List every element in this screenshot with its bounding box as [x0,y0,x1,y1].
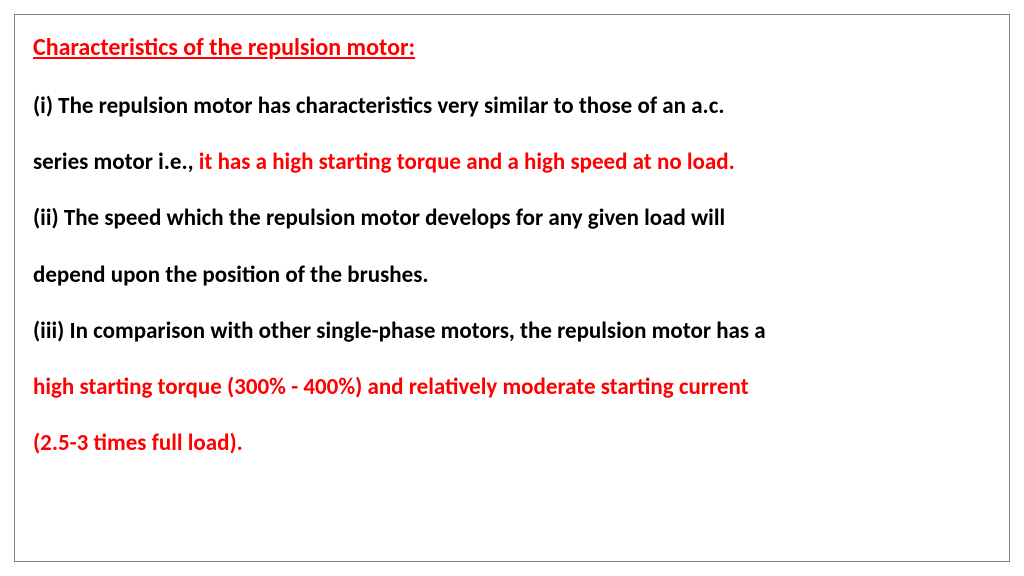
point-3-line-3: (2.5-3 times full load). [33,427,991,459]
point-1-line-2: series motor i.e., it has a high startin… [33,146,991,178]
slide-frame: Characteristics of the repulsion motor: … [14,14,1010,562]
point-3-line-1: (iii) In comparison with other single-ph… [33,315,991,347]
point-2-line-2: depend upon the position of the brushes. [33,259,991,291]
point-2-line-1: (ii) The speed which the repulsion motor… [33,202,991,234]
slide-heading: Characteristics of the repulsion motor: [33,33,991,62]
point-3-line-2: high starting torque (300% - 400%) and r… [33,371,991,403]
point-1-line-2-red: it has a high starting torque and a high… [199,148,735,176]
point-1-line-2-black: series motor i.e., [33,148,199,176]
point-1-line-1: (i) The repulsion motor has characterist… [33,90,991,122]
